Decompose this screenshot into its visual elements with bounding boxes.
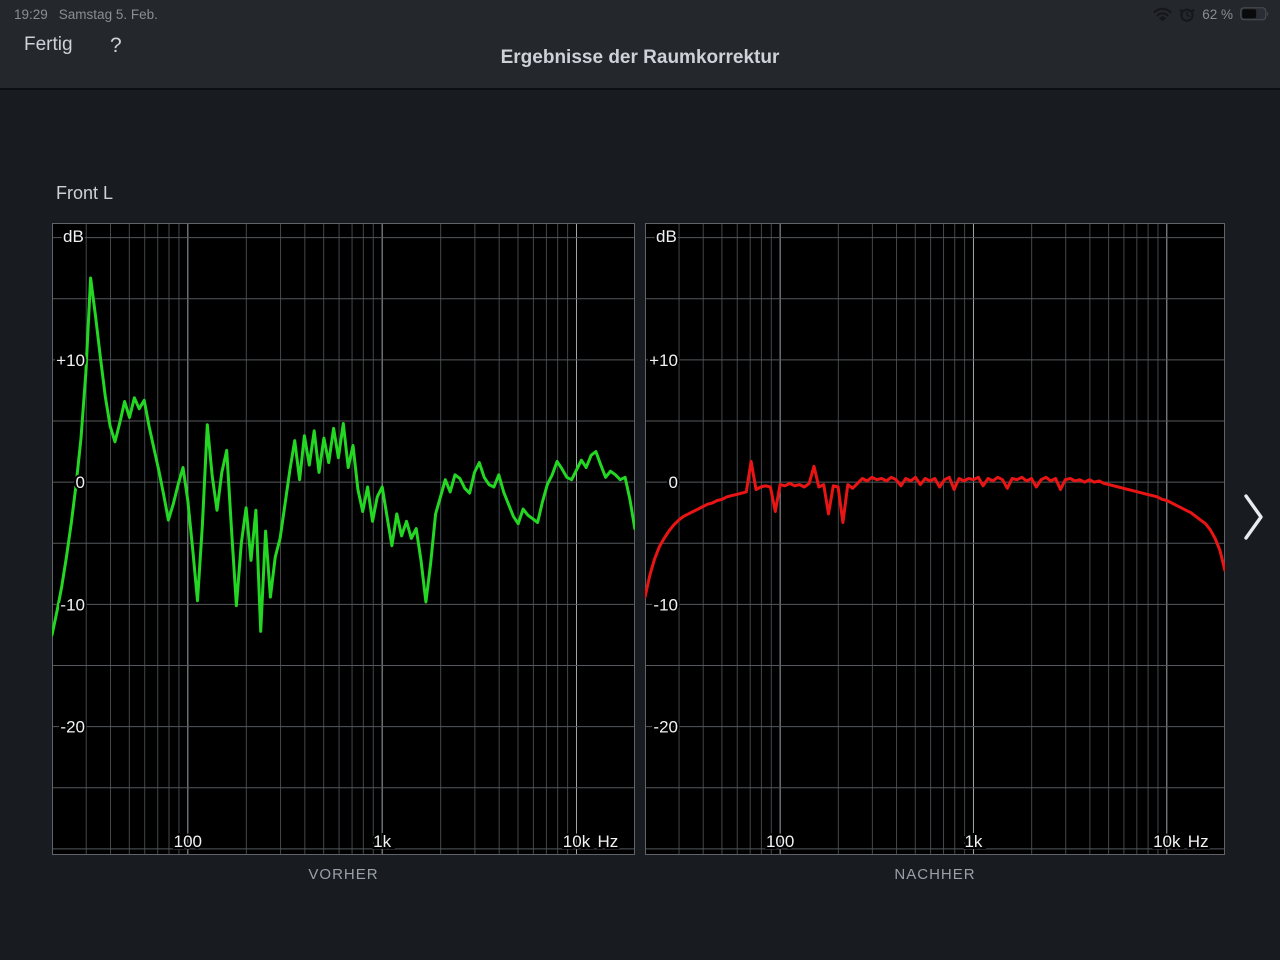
battery-percent: 62 % [1202,6,1233,22]
battery-icon [1240,7,1269,21]
wifi-icon [1153,7,1172,21]
svg-text:dB: dB [63,227,84,246]
svg-text:10k: 10k [1153,832,1181,851]
svg-text:-10: -10 [60,595,85,614]
after-chart: dB +10 0 -10 -20 100 1k 10k Hz [643,223,1227,855]
before-chart: dB +10 0 -10 -20 100 1k 10k Hz [50,223,637,855]
status-time: 19:29 [14,6,48,22]
svg-text:1k: 1k [964,832,982,851]
svg-text:Hz: Hz [1188,832,1209,851]
svg-text:-10: -10 [653,595,678,614]
next-page-button[interactable] [1237,491,1271,543]
svg-text:+10: +10 [649,351,678,370]
page-title: Ergebnisse der Raumkorrektur [500,47,780,68]
alarm-clock-icon [1179,8,1196,22]
svg-text:1k: 1k [373,832,391,851]
svg-text:100: 100 [766,832,794,851]
status-bar-left: 19:29 Samstag 5. Feb. [14,0,158,28]
help-button[interactable]: ? [110,34,122,57]
svg-text:dB: dB [656,227,677,246]
after-caption: NACHHER [894,866,976,883]
svg-text:0: 0 [76,473,85,492]
svg-text:-20: -20 [653,718,678,737]
channel-label: Front L [56,183,114,203]
svg-text:-20: -20 [60,718,85,737]
svg-text:0: 0 [669,473,678,492]
status-date: Samstag 5. Feb. [58,6,158,22]
chevron-right-icon [1244,494,1263,540]
before-chart-canvas: dB +10 0 -10 -20 100 1k 10k Hz [50,223,637,855]
svg-text:100: 100 [174,832,202,851]
svg-text:10k: 10k [563,832,591,851]
before-caption: VORHER [308,866,379,883]
after-chart-canvas: dB +10 0 -10 -20 100 1k 10k Hz [643,223,1227,855]
done-button[interactable]: Fertig [24,34,73,55]
header: 19:29 Samstag 5. Feb. 62 % [0,0,1280,90]
svg-text:+10: +10 [56,351,85,370]
status-bar-right: 62 % [1153,0,1270,28]
svg-text:Hz: Hz [597,832,618,851]
